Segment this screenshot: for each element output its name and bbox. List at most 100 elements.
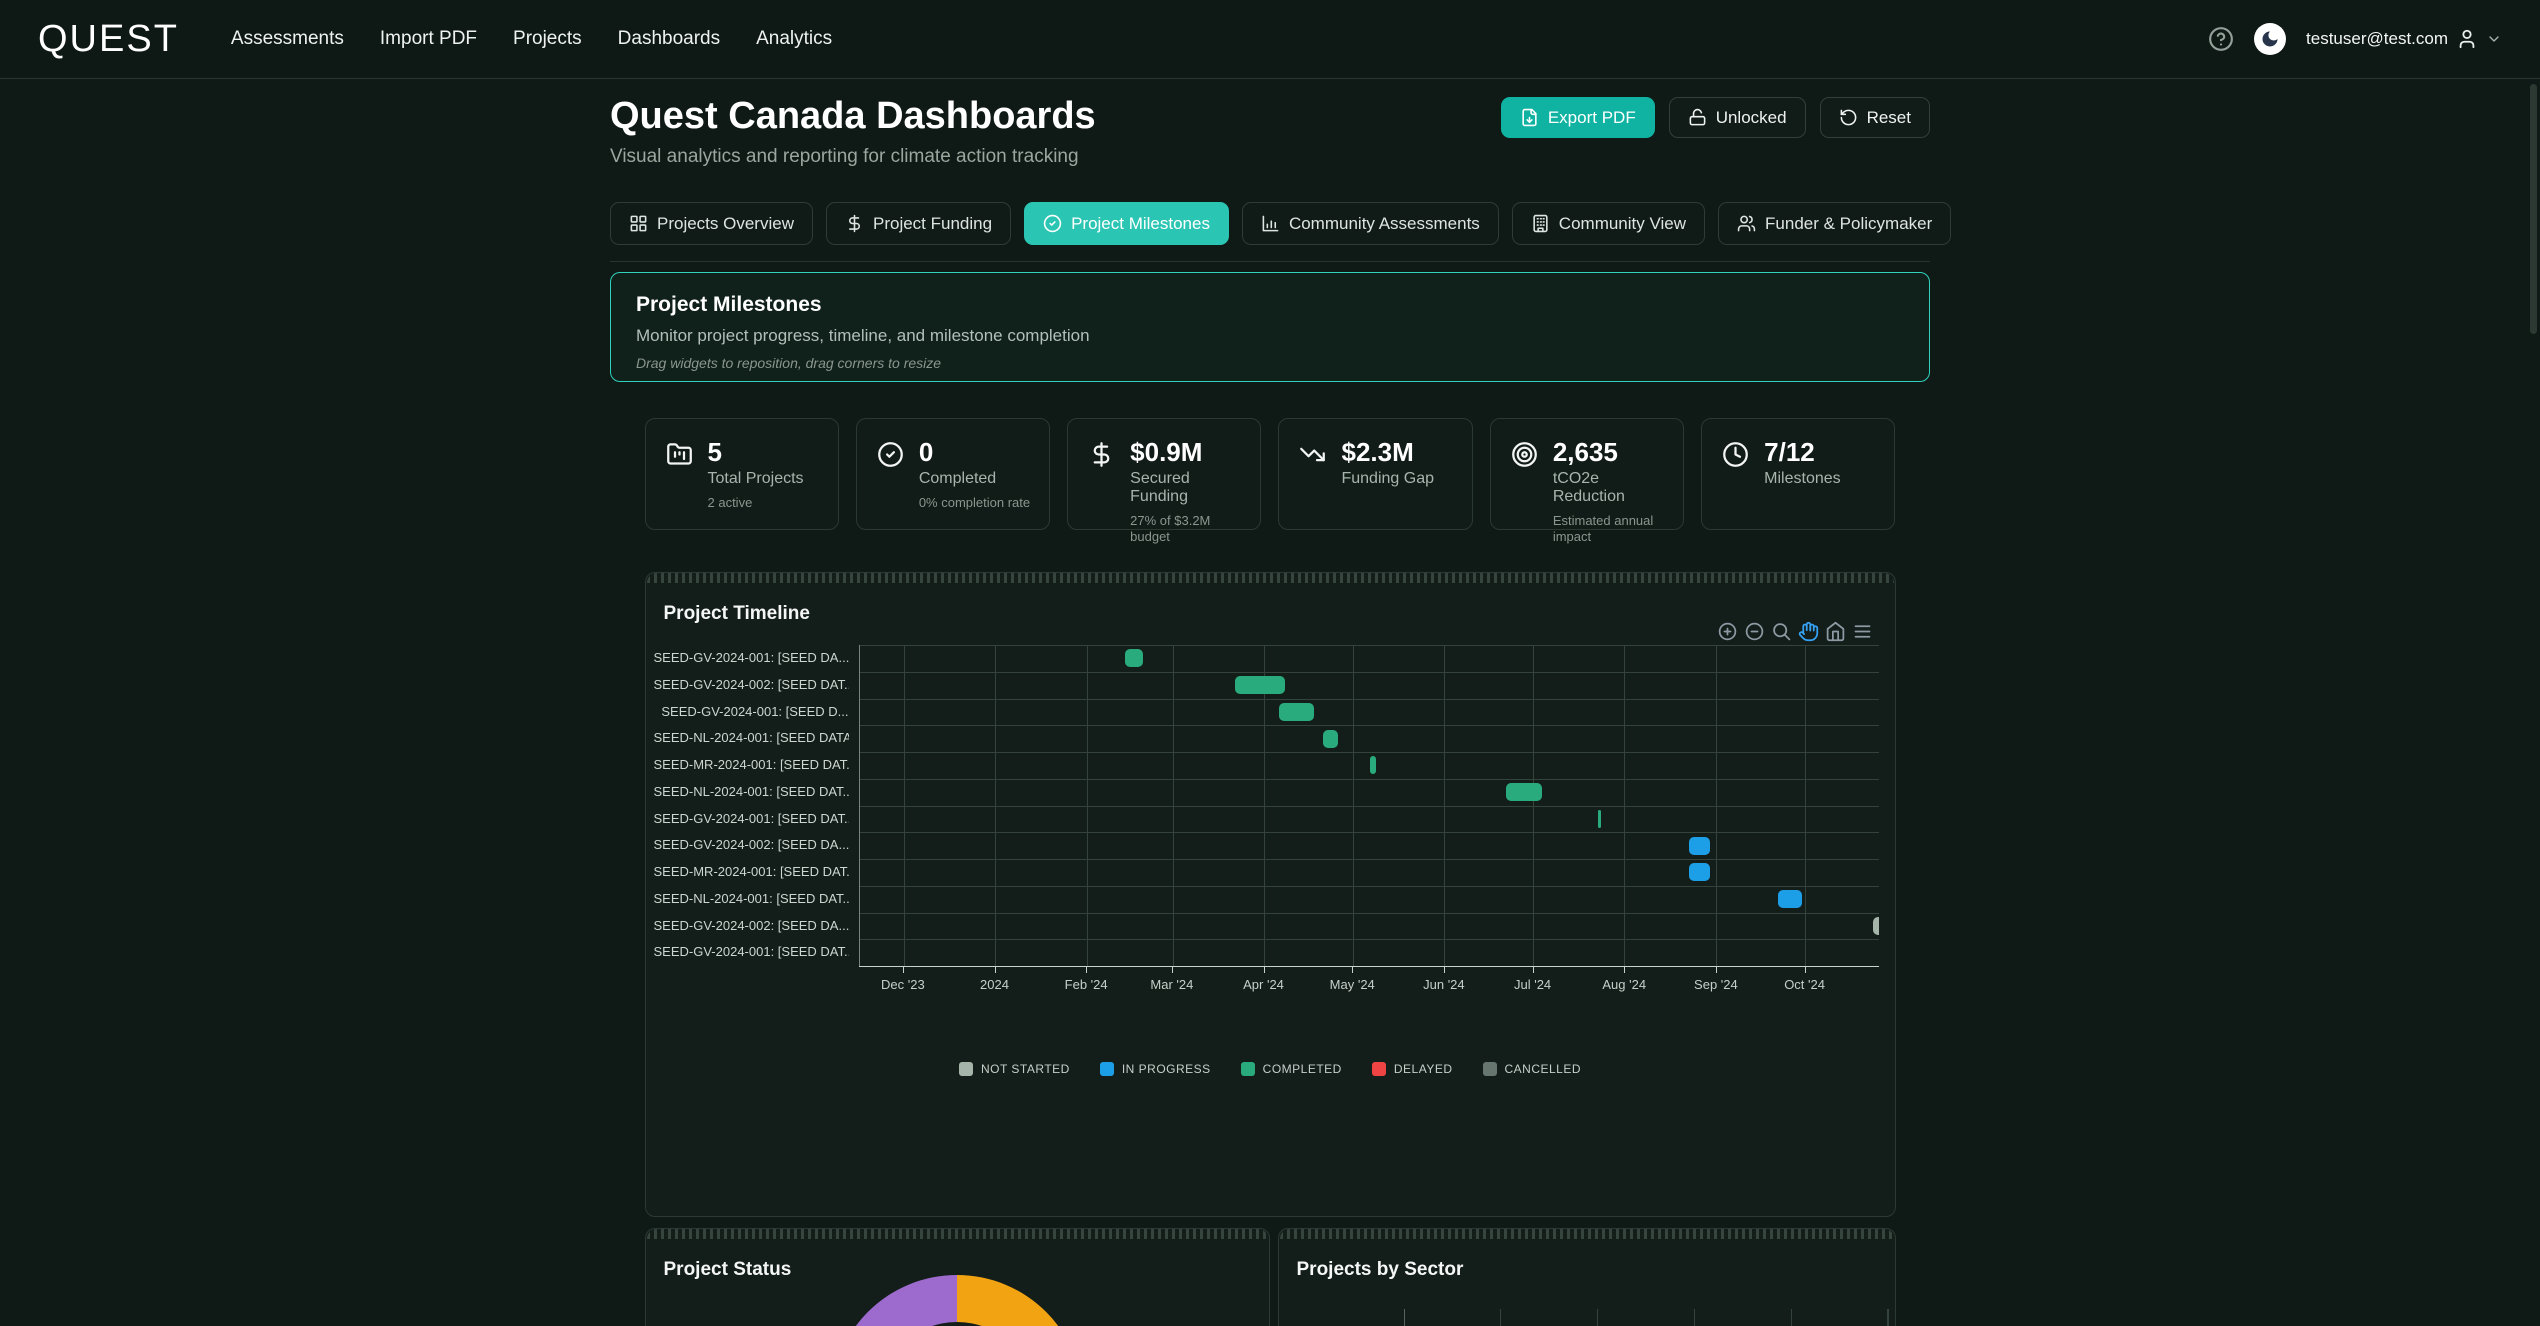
- nav-link-dashboards[interactable]: Dashboards: [617, 28, 721, 49]
- legend-label: CANCELLED: [1504, 1062, 1582, 1076]
- stat-sub-label: 27% of $3.2M budget: [1130, 512, 1211, 544]
- gantt-bar-not_started[interactable]: [1872, 916, 1879, 935]
- menu-icon[interactable]: [1852, 621, 1873, 642]
- sector-gridline: [1693, 1309, 1695, 1326]
- page-title: Quest Canada Dashboards: [610, 95, 1096, 137]
- gantt-tick-mark: [1086, 966, 1088, 973]
- gantt-row-line: [859, 725, 1879, 727]
- gantt-plot: [858, 645, 1879, 966]
- tab-community-assessments[interactable]: Community Assessments: [1241, 202, 1499, 245]
- gantt-bar-completed[interactable]: [1597, 809, 1601, 828]
- legend-item-completed[interactable]: COMPLETED: [1240, 1062, 1342, 1076]
- gantt-tick-mark: [1624, 966, 1626, 973]
- stat-label: Milestones: [1764, 469, 1841, 487]
- legend-swatch: [1482, 1062, 1497, 1076]
- gantt-plot-top-line: [859, 645, 1879, 646]
- stat-card-body: 7/12 Milestones: [1764, 438, 1840, 529]
- file-down-icon: [1520, 108, 1539, 127]
- nav-link-projects[interactable]: Projects: [513, 28, 582, 49]
- widget-drag-handle[interactable]: [646, 1229, 1268, 1239]
- legend-item-cancelled[interactable]: CANCELLED: [1482, 1062, 1582, 1076]
- nav-links: Assessments Import PDF Projects Dashboards A…: [225, 22, 838, 56]
- gantt-bar-in_progress[interactable]: [1689, 836, 1711, 855]
- tab-bar: Projects Overview Project Funding Project …: [610, 202, 1952, 245]
- projects-by-sector-title: Projects by Sector: [1296, 1259, 1464, 1280]
- gantt-bar-completed[interactable]: [1370, 756, 1377, 775]
- top-navbar: QUEST Assessments Import PDF Projects Dashb…: [0, 0, 2540, 79]
- tab-projects-overview[interactable]: Projects Overview: [610, 202, 813, 245]
- gantt-row-label: SEED-MR-2024-001: [SEED DAT...: [653, 757, 849, 772]
- tab-project-funding[interactable]: Project Funding: [825, 202, 1012, 245]
- export-pdf-label: Export PDF: [1547, 107, 1636, 127]
- page-subtitle: Visual analytics and reporting for clima…: [610, 146, 1079, 167]
- gantt-bar-completed[interactable]: [1278, 702, 1315, 721]
- tab-project-milestones[interactable]: Project Milestones: [1024, 202, 1229, 245]
- gantt-row-line: [859, 805, 1879, 807]
- stat-sub-label: 0% completion rate: [918, 494, 1031, 510]
- gantt-bar-completed[interactable]: [1323, 729, 1338, 748]
- gantt-bar-in_progress[interactable]: [1778, 890, 1802, 909]
- gantt-tick-mark: [1532, 966, 1534, 973]
- home-icon[interactable]: [1825, 621, 1846, 642]
- sector-bar-chart: Buildings1: [1403, 1309, 1889, 1326]
- export-pdf-button[interactable]: Export PDF: [1500, 97, 1655, 138]
- stat-card-total-projects: 5 Total Projects 2 active: [644, 418, 839, 530]
- project-status-donut-chart[interactable]: [831, 1275, 1083, 1326]
- stat-label: Secured Funding: [1130, 469, 1190, 505]
- sector-gridline: [1500, 1309, 1502, 1326]
- gantt-bar-in_progress[interactable]: [1689, 863, 1711, 882]
- reset-label: Reset: [1866, 107, 1911, 127]
- scrollbar-thumb[interactable]: [2530, 84, 2537, 334]
- zoom-in-icon[interactable]: [1717, 621, 1738, 642]
- milestones-info-box: Project Milestones Monitor project progr…: [610, 272, 1930, 382]
- tab-community-view[interactable]: Community View: [1511, 202, 1706, 245]
- zoom-box-icon[interactable]: [1771, 621, 1792, 642]
- widget-drag-handle[interactable]: [646, 573, 1894, 583]
- stat-label: Completed: [918, 469, 997, 487]
- gantt-tick-label: May '24: [1329, 977, 1375, 992]
- gantt-tick-label: Dec '23: [881, 977, 925, 992]
- gantt-tick-label: Mar '24: [1150, 977, 1194, 992]
- gantt-bar-completed[interactable]: [1234, 676, 1285, 695]
- stat-card-funding-gap: $2.3M Funding Gap: [1278, 418, 1473, 530]
- content-column: Quest Canada Dashboards Visual analytics…: [610, 95, 1952, 382]
- nav-link-import-pdf[interactable]: Import PDF: [379, 28, 478, 49]
- gantt-row-label: SEED-GV-2024-001: [SEED DAT...: [653, 810, 849, 826]
- stat-card-milestones: 7/12 Milestones: [1701, 418, 1896, 530]
- user-menu[interactable]: testuser@test.com: [2306, 28, 2502, 50]
- project-status-widget: Project Status: [644, 1228, 1270, 1326]
- stat-sub-label: Estimated annual impact: [1552, 512, 1654, 544]
- legend-swatch: [1371, 1062, 1386, 1076]
- legend-label: NOT STARTED: [980, 1062, 1070, 1076]
- legend-label: IN PROGRESS: [1121, 1062, 1211, 1076]
- gantt-bar-completed[interactable]: [1506, 783, 1542, 802]
- widget-drag-handle[interactable]: [1279, 1229, 1894, 1239]
- legend-item-in-progress[interactable]: IN PROGRESS: [1099, 1062, 1211, 1076]
- sector-gridline: [1887, 1309, 1889, 1326]
- sector-y-axis: [1403, 1309, 1405, 1326]
- page-header: Quest Canada Dashboards Visual analytics…: [610, 95, 1930, 168]
- info-box-title: Project Milestones: [636, 293, 822, 316]
- tab-label: Project Funding: [872, 213, 993, 233]
- nav-link-assessments[interactable]: Assessments: [230, 28, 344, 49]
- zoom-out-icon[interactable]: [1744, 621, 1765, 642]
- tab-funder-policymaker[interactable]: Funder & Policymaker: [1718, 202, 1952, 245]
- gantt-row-label: SEED-NL-2024-001: [SEED DAT...: [653, 890, 849, 906]
- gantt-row-label: SEED-GV-2024-002: [SEED DA...: [653, 917, 849, 933]
- quest-logo[interactable]: QUEST: [38, 17, 179, 60]
- reset-button[interactable]: Reset: [1819, 97, 1930, 138]
- nav-link-analytics[interactable]: Analytics: [756, 28, 833, 49]
- gantt-bar-completed[interactable]: [1125, 649, 1144, 668]
- trending-down-icon: [1299, 441, 1326, 468]
- legend-item-not-started[interactable]: NOT STARTED: [958, 1062, 1070, 1076]
- theme-toggle-button[interactable]: [2254, 23, 2287, 55]
- nav-right: testuser@test.com: [2208, 23, 2502, 55]
- gantt-tick-label: Jun '24: [1423, 977, 1465, 992]
- unlocked-button[interactable]: Unlocked: [1668, 97, 1806, 138]
- sector-gridline: [1597, 1309, 1599, 1326]
- pan-icon[interactable]: [1798, 621, 1819, 642]
- help-icon[interactable]: [2208, 26, 2234, 52]
- legend-item-delayed[interactable]: DELAYED: [1371, 1062, 1453, 1076]
- gantt-row-line: [859, 752, 1879, 753]
